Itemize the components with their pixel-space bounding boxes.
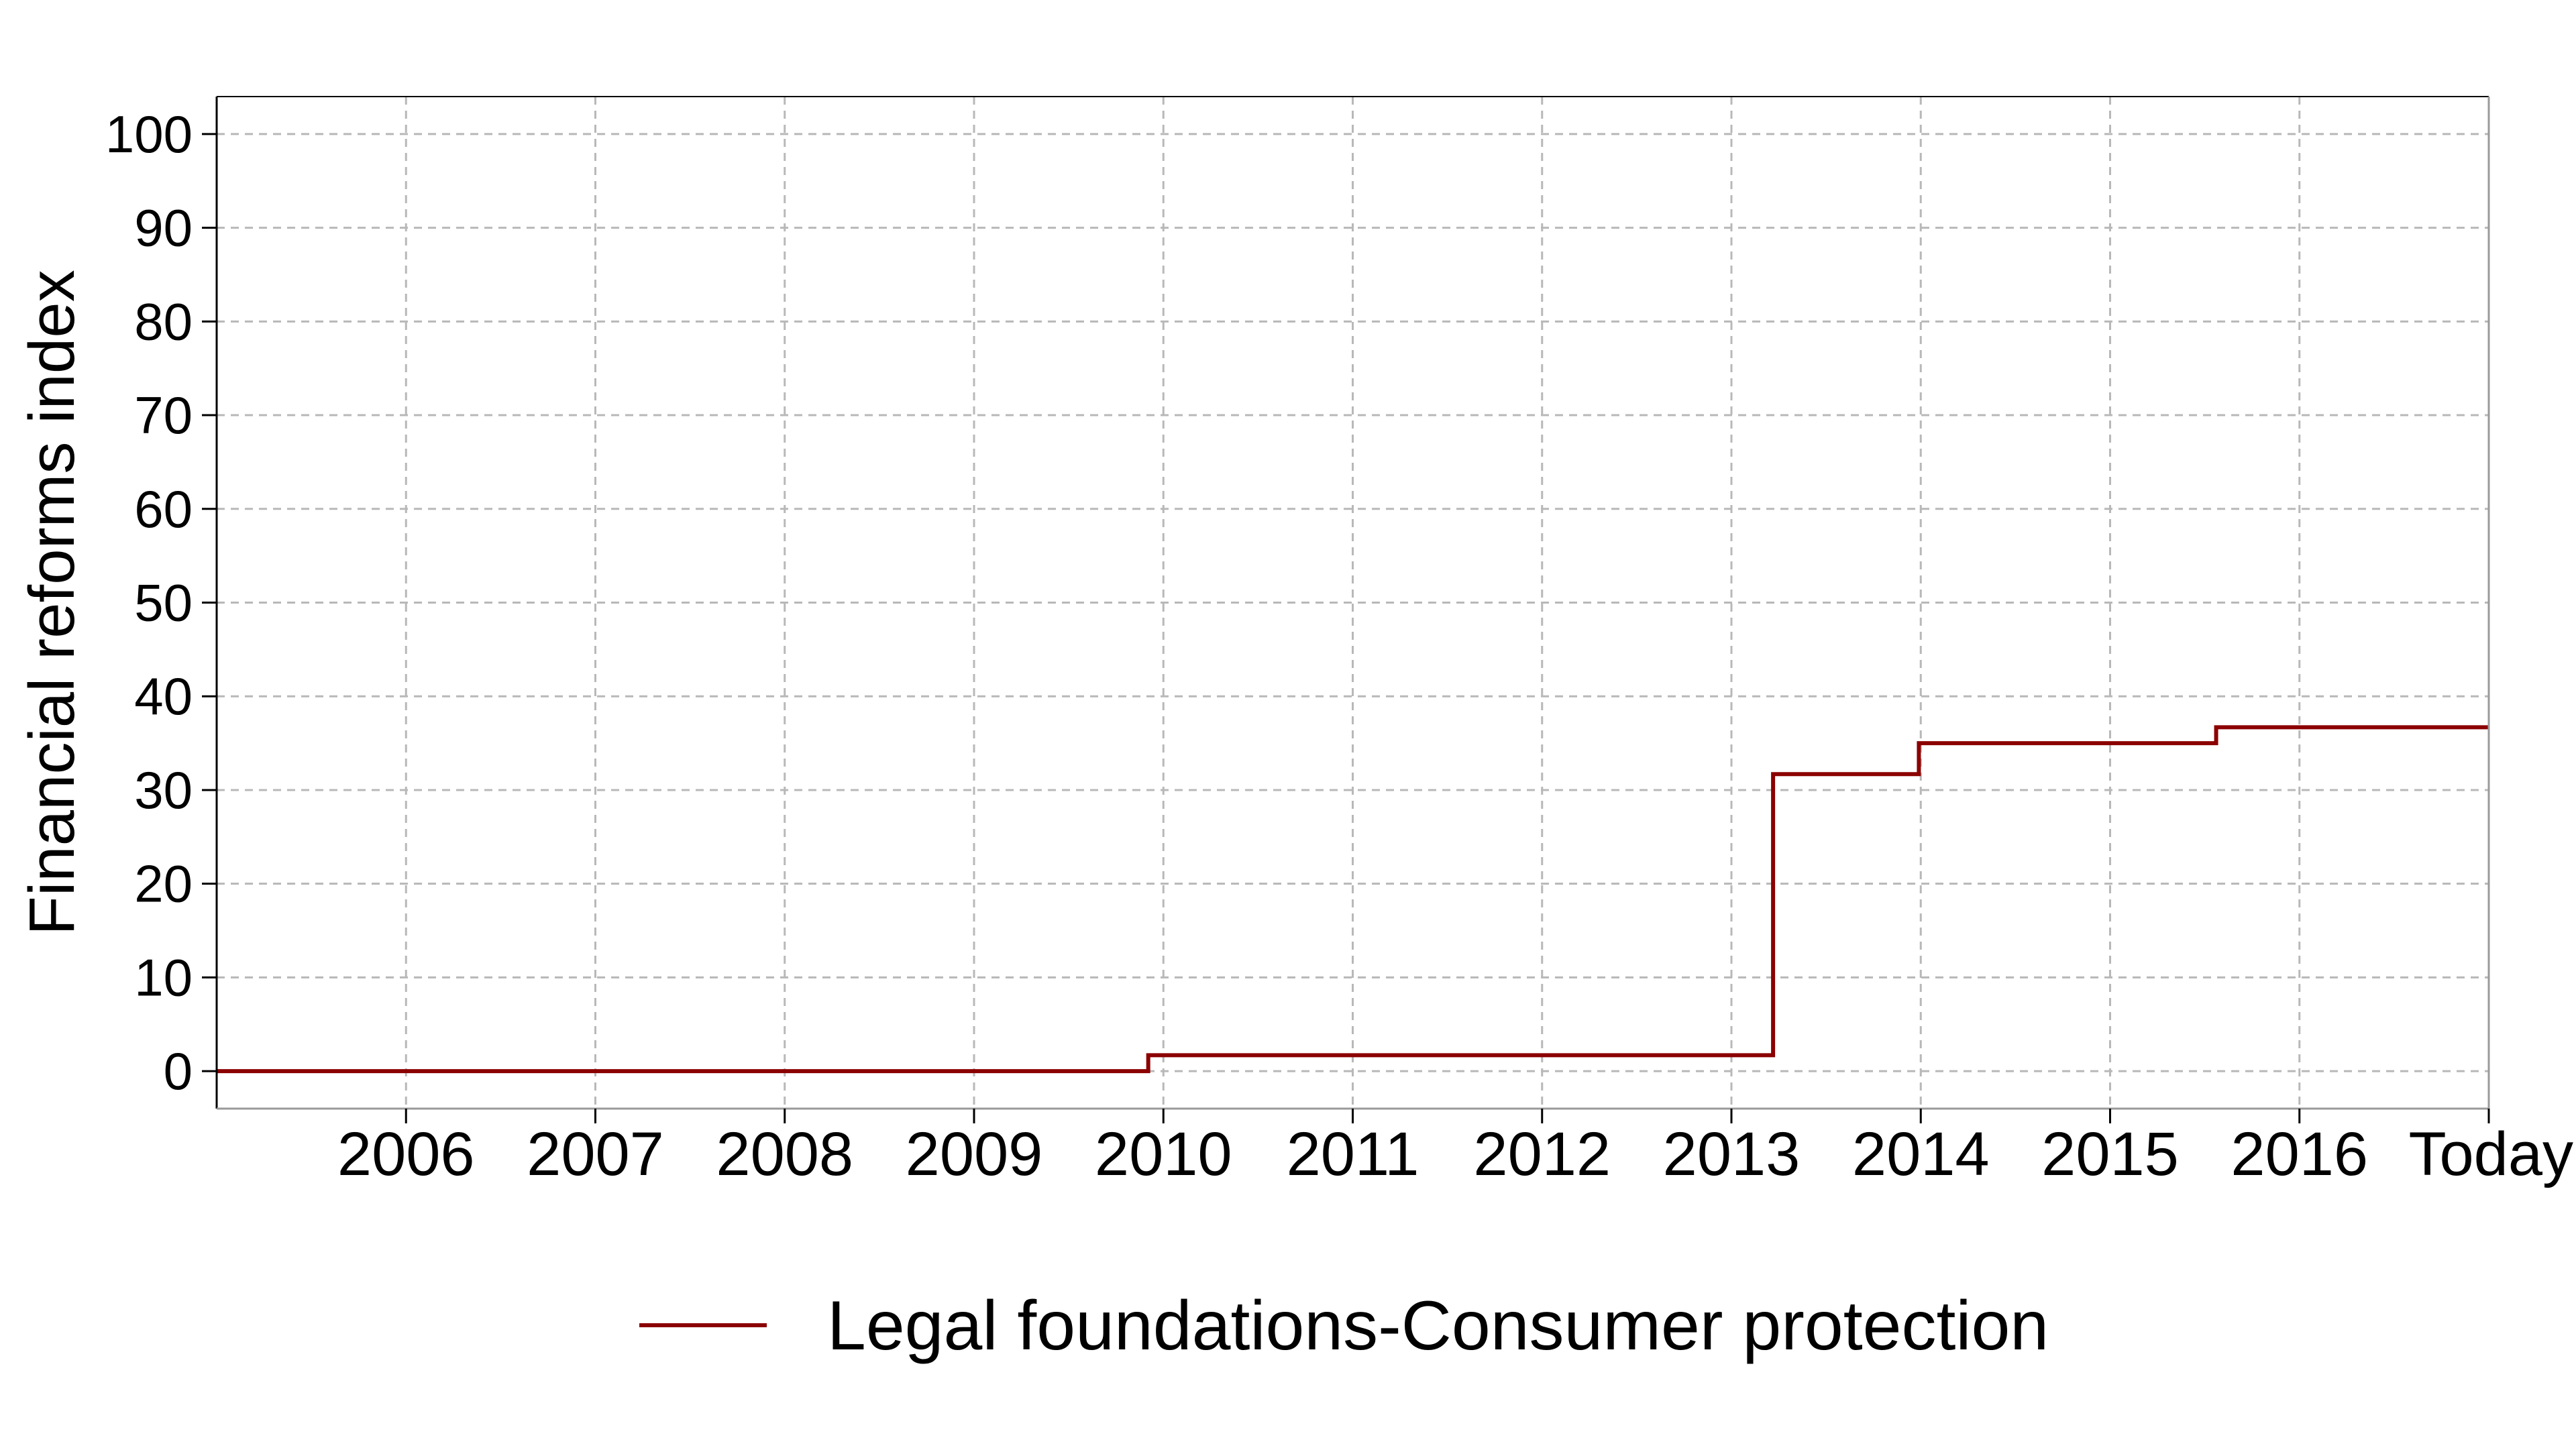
x-tick-label: 2010 xyxy=(1095,1120,1232,1188)
x-tick-label: 2009 xyxy=(906,1120,1043,1188)
x-tick-label: 2006 xyxy=(337,1120,475,1188)
y-tick-label: 100 xyxy=(105,105,193,164)
x-tick-label: 2007 xyxy=(527,1120,664,1188)
x-tick-label: 2013 xyxy=(1663,1120,1801,1188)
x-tick-label: 2012 xyxy=(1473,1120,1611,1188)
series-line-0 xyxy=(217,725,2489,1074)
y-axis-title: Financial reforms index xyxy=(16,270,88,935)
y-tick-label: 20 xyxy=(134,854,193,913)
y-tick-label: 40 xyxy=(134,667,193,726)
series-layer xyxy=(217,725,2489,1074)
y-tick-label: 10 xyxy=(134,948,193,1007)
x-tick-label: 2014 xyxy=(1852,1120,1990,1188)
legend-label: Legal foundations-Consumer protection xyxy=(827,1287,2049,1365)
y-tick-label: 0 xyxy=(164,1042,193,1101)
axis-layer: 0 10 20 30 40 50 60 70 80 90 100 2006 2007 2008 2009 20… xyxy=(105,105,2573,1188)
y-tick-label: 30 xyxy=(134,761,193,820)
legend: Legal foundations-Consumer protection xyxy=(639,1287,2049,1365)
y-tick-label: 80 xyxy=(134,292,193,351)
y-tick-label: 70 xyxy=(134,386,193,445)
x-tick-label: 2008 xyxy=(716,1120,853,1188)
x-tick-label: 2015 xyxy=(2041,1120,2179,1188)
y-tick-label: 60 xyxy=(134,480,193,539)
x-tick-label: 2011 xyxy=(1287,1120,1419,1188)
grid-layer xyxy=(217,97,2489,1109)
y-tick-label: 50 xyxy=(134,573,193,632)
x-tick-label: Today xyxy=(2409,1120,2574,1188)
x-tick-label: 2016 xyxy=(2231,1120,2368,1188)
y-tick-label: 90 xyxy=(134,199,193,258)
